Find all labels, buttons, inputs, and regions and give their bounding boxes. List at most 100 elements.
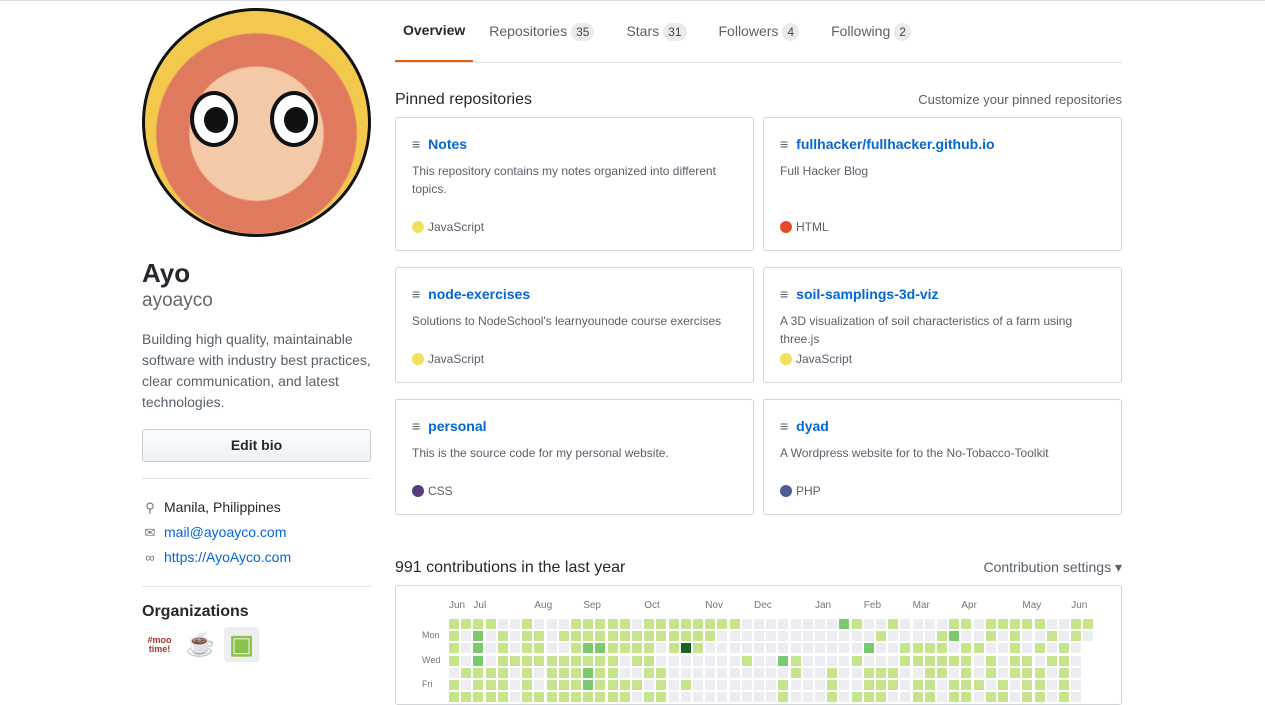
contribution-day[interactable] [888,667,899,678]
contribution-day[interactable] [839,655,850,666]
contribution-day[interactable] [693,655,703,666]
contribution-day[interactable] [888,692,899,703]
contribution-day[interactable] [1010,655,1021,666]
contribution-day[interactable] [1083,619,1094,629]
contribution-day[interactable] [497,631,508,642]
contribution-day[interactable] [546,619,557,629]
contribution-day[interactable] [949,680,960,690]
contribution-day[interactable] [851,631,862,642]
contribution-day[interactable] [876,655,886,666]
contribution-day[interactable] [949,655,960,666]
contribution-day[interactable] [595,680,606,690]
contribution-day[interactable] [973,643,984,654]
contribution-day[interactable] [766,655,777,666]
contribution-day[interactable] [644,680,655,690]
contribution-day[interactable] [876,643,886,654]
contribution-day[interactable] [619,619,630,629]
contribution-day[interactable] [510,619,520,629]
contribution-day[interactable] [790,643,801,654]
contribution-day[interactable] [827,619,838,629]
contribution-day[interactable] [766,680,777,690]
contribution-day[interactable] [827,631,838,642]
contribution-day[interactable] [717,619,728,629]
contribution-day[interactable] [876,692,886,703]
contribution-day[interactable] [924,692,935,703]
tab-repositories[interactable]: Repositories 35 [473,1,610,62]
contribution-day[interactable] [888,643,899,654]
contribution-day[interactable] [973,619,984,629]
contribution-day[interactable] [1046,692,1057,703]
tab-following[interactable]: Following 2 [815,1,927,62]
contribution-day[interactable] [485,655,496,666]
contribution-day[interactable] [998,655,1008,666]
contribution-day[interactable] [1059,692,1069,703]
contribution-day[interactable] [778,680,789,690]
contribution-day[interactable] [924,655,935,666]
contribution-day[interactable] [461,631,472,642]
contribution-day[interactable] [839,619,850,629]
contribution-day[interactable] [766,692,777,703]
contribution-day[interactable] [558,667,569,678]
contribution-day[interactable] [876,680,886,690]
contribution-day[interactable] [778,619,789,629]
contribution-day[interactable] [1071,655,1082,666]
contribution-day[interactable] [876,667,886,678]
contribution-day[interactable] [839,631,850,642]
contribution-day[interactable] [449,667,459,678]
contribution-day[interactable] [558,619,569,629]
contribution-day[interactable] [693,619,703,629]
contribution-day[interactable] [815,667,825,678]
contribution-day[interactable] [900,655,911,666]
contribution-day[interactable] [754,631,764,642]
contribution-day[interactable] [802,643,813,654]
contribution-day[interactable] [961,667,972,678]
contribution-day[interactable] [680,643,691,654]
contribution-day[interactable] [632,643,642,654]
contribution-day[interactable] [546,655,557,666]
contribution-day[interactable] [571,680,581,690]
contribution-day[interactable] [827,655,838,666]
contribution-day[interactable] [790,619,801,629]
contribution-day[interactable] [900,692,911,703]
contribution-day[interactable] [680,655,691,666]
org-avatar[interactable]: #moo time! [147,634,172,654]
contribution-day[interactable] [1059,667,1069,678]
contribution-day[interactable] [754,655,764,666]
contribution-day[interactable] [863,692,874,703]
contribution-day[interactable] [668,680,679,690]
contribution-day[interactable] [522,655,533,666]
contribution-day[interactable] [485,692,496,703]
contribution-day[interactable] [534,655,545,666]
contribution-day[interactable] [558,680,569,690]
contribution-day[interactable] [632,619,642,629]
contribution-day[interactable] [583,692,594,703]
contribution-day[interactable] [985,667,996,678]
contribution-day[interactable] [937,692,947,703]
tab-overview[interactable]: Overview [395,1,474,62]
contribution-day[interactable] [619,655,630,666]
contribution-day[interactable] [754,667,764,678]
contribution-day[interactable] [534,680,545,690]
contribution-day[interactable] [607,692,618,703]
contribution-day[interactable] [607,667,618,678]
contribution-day[interactable] [473,680,484,690]
contribution-day[interactable] [900,680,911,690]
contribution-day[interactable] [461,643,472,654]
tab-followers[interactable]: Followers 4 [703,1,816,62]
contribution-day[interactable] [461,655,472,666]
contribution-settings-dropdown[interactable]: Contribution settings ▾ [983,559,1122,575]
contribution-day[interactable] [680,619,691,629]
contribution-day[interactable] [717,667,728,678]
contribution-day[interactable] [717,692,728,703]
contribution-day[interactable] [851,643,862,654]
contribution-day[interactable] [729,619,740,629]
contribution-day[interactable] [497,667,508,678]
contribution-day[interactable] [656,619,667,629]
contribution-day[interactable] [815,692,825,703]
contribution-day[interactable] [961,643,972,654]
contribution-day[interactable] [449,631,459,642]
contribution-day[interactable] [583,680,594,690]
contribution-day[interactable] [717,631,728,642]
contribution-day[interactable] [1022,667,1033,678]
contribution-day[interactable] [949,667,960,678]
